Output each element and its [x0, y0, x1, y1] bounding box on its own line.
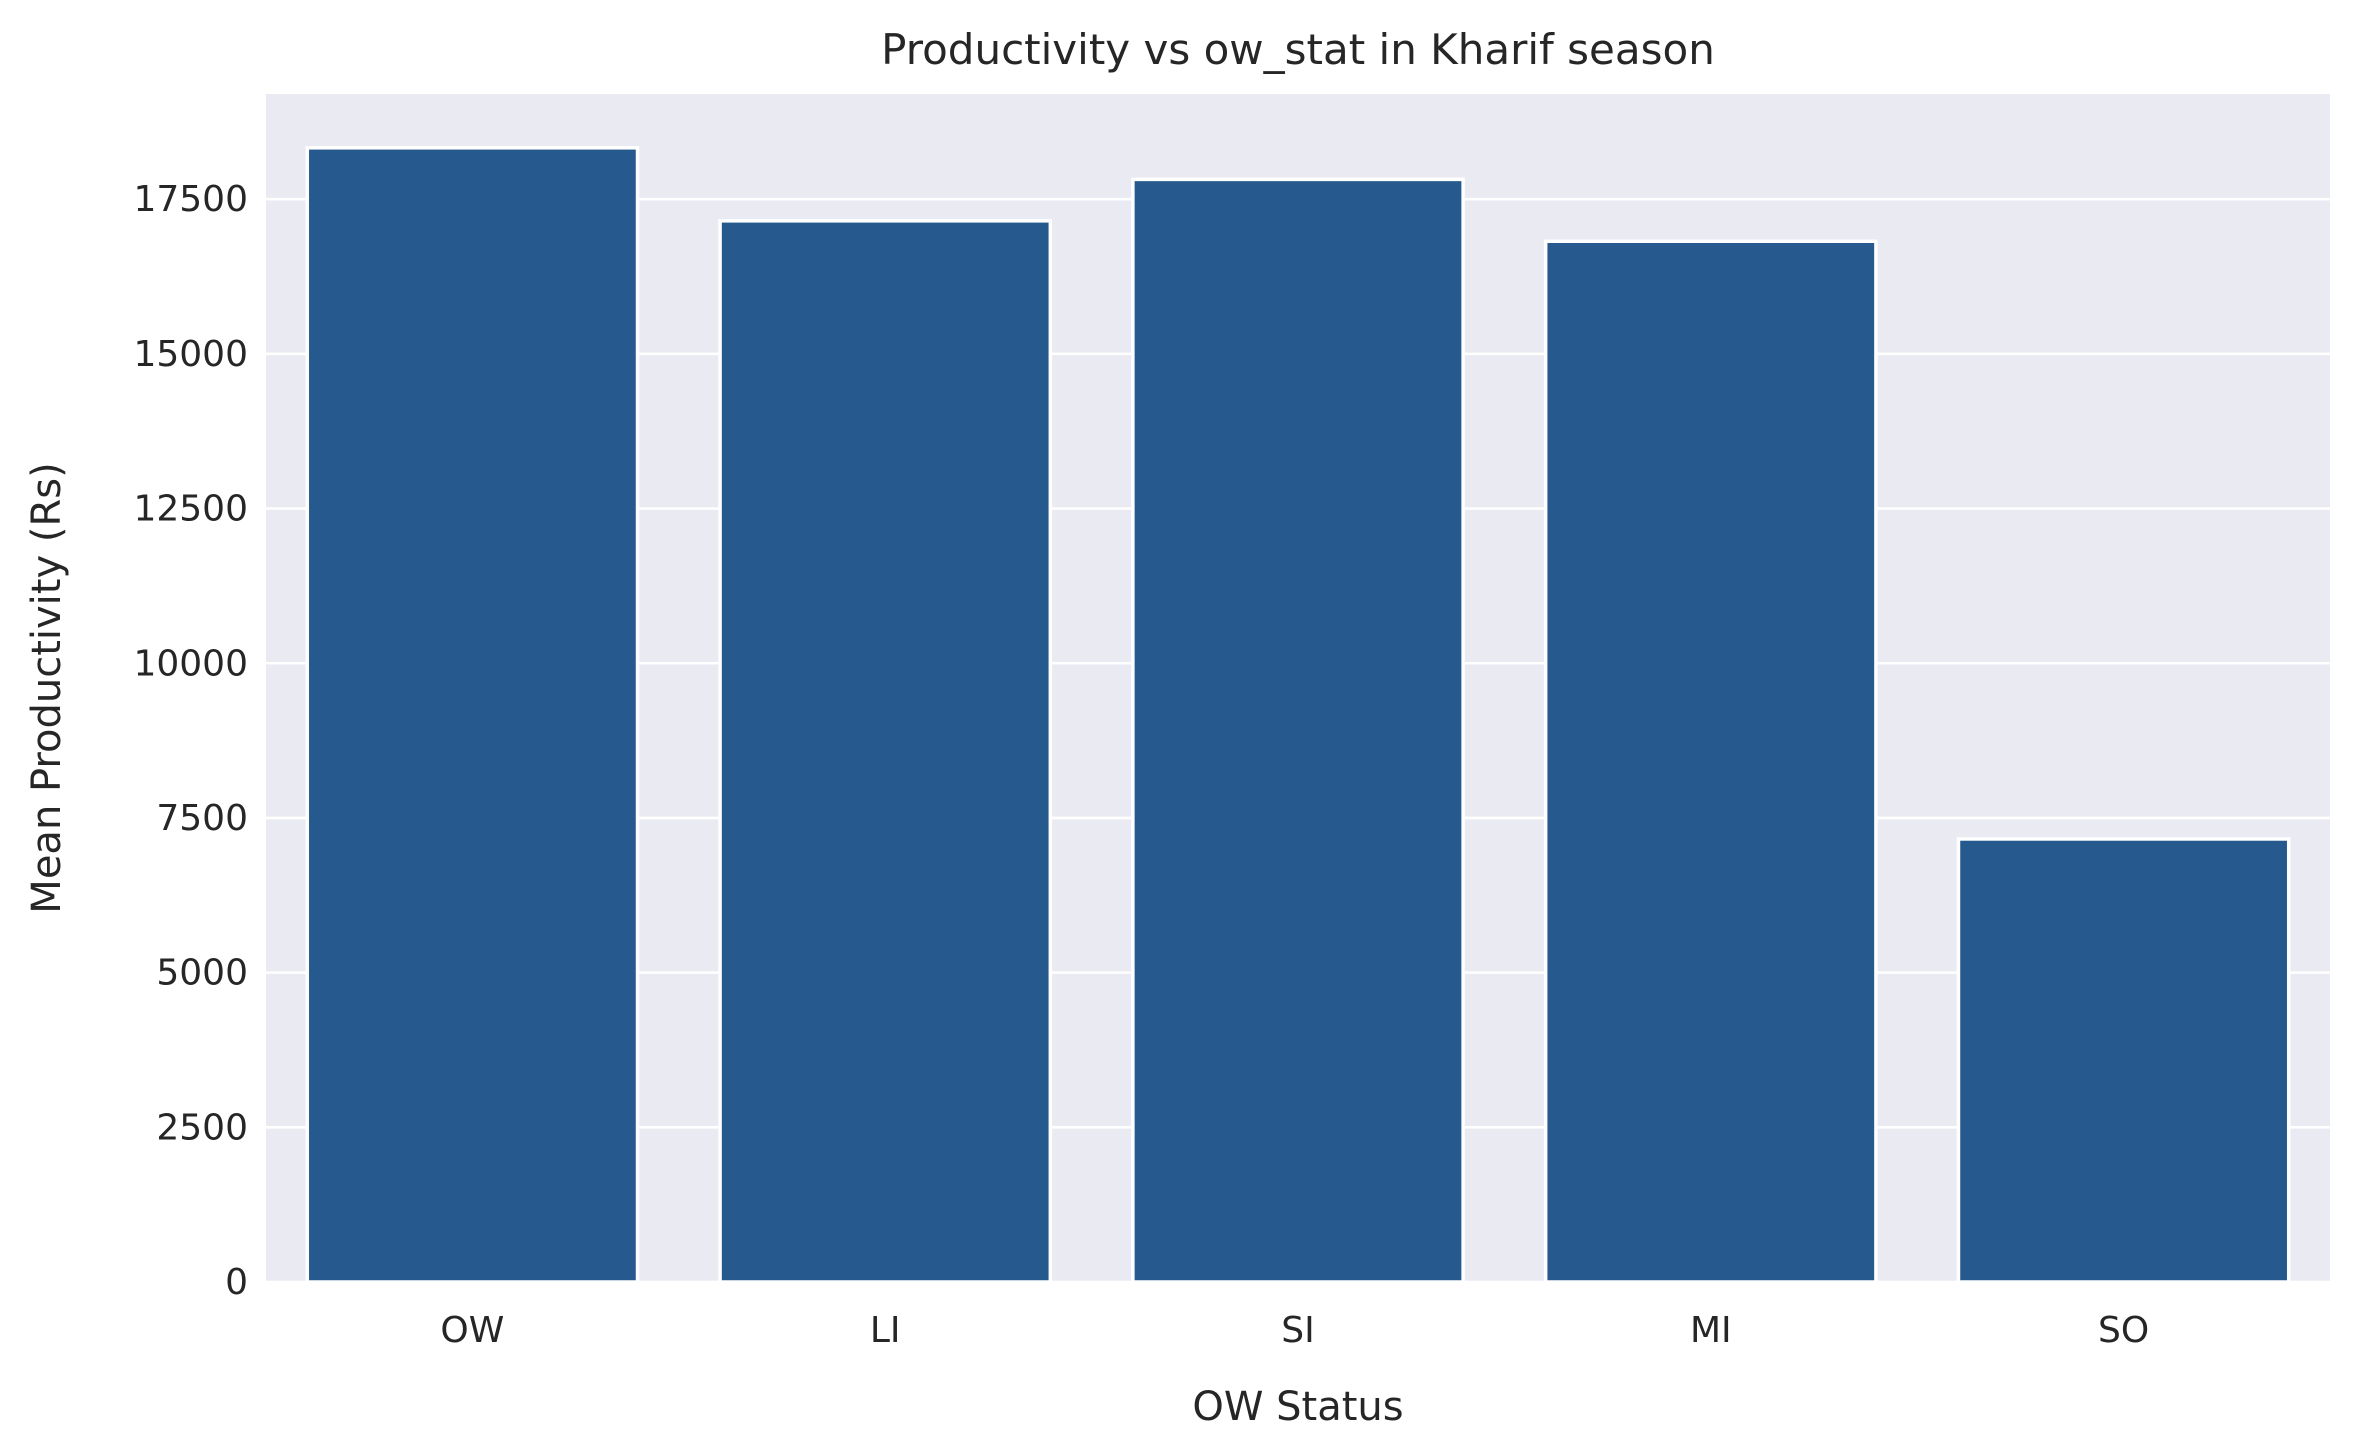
x-axis-ticks: OW LI SI MI SO [440, 1310, 2149, 1351]
y-tick-label: 0 [225, 1262, 248, 1303]
y-tick-label: 5000 [156, 953, 248, 994]
y-axis-ticks: 0 2500 5000 7500 10000 12500 15000 17500 [133, 179, 248, 1303]
bars [305, 146, 2291, 1284]
y-tick-label: 7500 [156, 798, 248, 839]
bar-ow [305, 146, 640, 1284]
chart-title: Productivity vs ow_stat in Kharif season [881, 25, 1715, 74]
bar-so [1956, 837, 2291, 1284]
y-tick-label: 10000 [133, 643, 248, 684]
y-tick-label: 2500 [156, 1107, 248, 1148]
x-tick-label-ow: OW [440, 1310, 504, 1351]
y-tick-label: 15000 [133, 334, 248, 375]
x-tick-label-li: LI [870, 1310, 901, 1351]
y-tick-label: 12500 [133, 489, 248, 530]
bar-mi [1543, 239, 1878, 1284]
bar-li [718, 219, 1053, 1284]
x-tick-label-si: SI [1281, 1310, 1314, 1351]
x-axis-label: OW Status [1192, 1384, 1403, 1430]
y-tick-label: 17500 [133, 179, 248, 220]
x-tick-label-so: SO [2098, 1310, 2149, 1351]
y-axis-label: Mean Productivity (Rs) [24, 462, 70, 913]
bar-si [1131, 177, 1465, 1284]
x-tick-label-mi: MI [1690, 1310, 1732, 1351]
